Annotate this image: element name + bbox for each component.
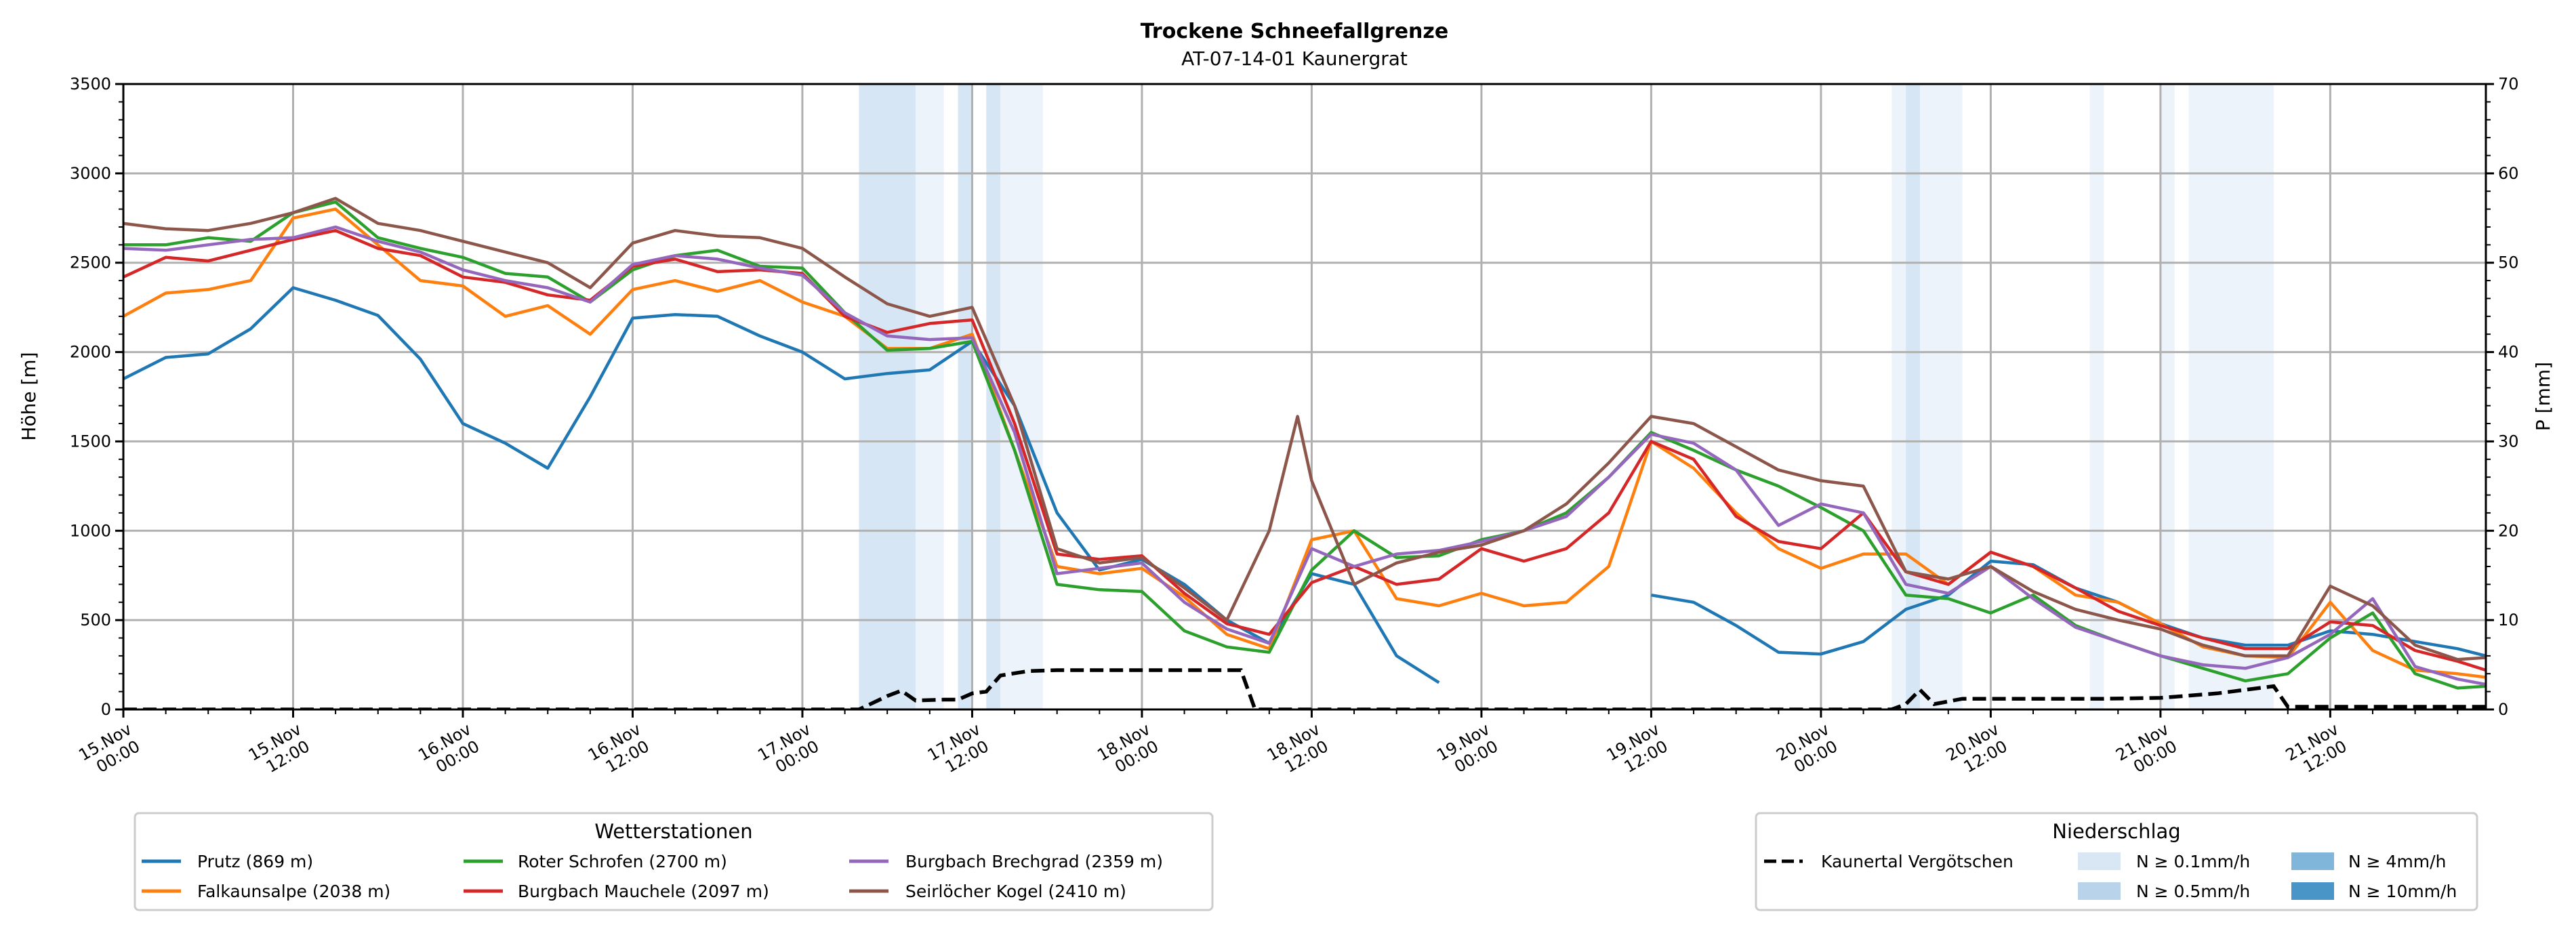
y-tick-label: 3500 bbox=[70, 75, 111, 94]
y2-tick-label: 0 bbox=[2498, 700, 2508, 719]
legend-label-1: Falkaunsalpe (2038 m) bbox=[197, 882, 390, 901]
precip-band bbox=[2160, 84, 2175, 709]
y-tick-label: 2500 bbox=[70, 253, 111, 272]
legend-precip-line-label: Kaunertal Vergötschen bbox=[1821, 852, 2013, 871]
chart-subtitle: AT-07-14-01 Kaunergrat bbox=[1181, 47, 1408, 70]
precip-band bbox=[2089, 84, 2104, 709]
y-tick-label: 0 bbox=[101, 700, 111, 719]
chart-title: Trockene Schneefallgrenze bbox=[1141, 20, 1448, 43]
legend-precip-label-1: N ≥ 0.5mm/h bbox=[2136, 882, 2250, 901]
series-line-5 bbox=[123, 197, 2486, 661]
legend-label-4: Burgbach Brechgrad (2359 m) bbox=[905, 852, 1163, 871]
legend-precip-swatch-2 bbox=[2291, 852, 2334, 870]
y2-tick-label: 20 bbox=[2498, 521, 2519, 540]
legend-precip-label-2: N ≥ 4mm/h bbox=[2348, 852, 2446, 871]
y2-tick-label: 30 bbox=[2498, 432, 2519, 451]
y2-tick-label: 10 bbox=[2498, 611, 2519, 629]
series-line-4 bbox=[123, 225, 2486, 686]
legend-label-3: Burgbach Mauchele (2097 m) bbox=[518, 882, 769, 901]
precip-line bbox=[123, 668, 2486, 709]
precip-band bbox=[958, 84, 973, 709]
legend-stations-box bbox=[134, 812, 1214, 911]
precip-band bbox=[1920, 84, 1963, 709]
precip-band bbox=[915, 84, 944, 709]
y2-tick-label: 50 bbox=[2498, 253, 2519, 272]
legend-stations-title: Wetterstationen bbox=[594, 820, 752, 843]
legend-precip: Niederschlag Kaunertal Vergötschen N ≥ 0… bbox=[1755, 812, 2478, 911]
y2-axis-label: P [mm] bbox=[2532, 362, 2554, 431]
plot-frame bbox=[122, 83, 2487, 711]
y-tick-label: 1500 bbox=[70, 432, 111, 451]
y-tick-label: 500 bbox=[80, 611, 111, 629]
y-tick-label: 3000 bbox=[70, 164, 111, 183]
y-axis-label: Höhe [m] bbox=[18, 352, 40, 440]
legend-precip-title: Niederschlag bbox=[2052, 820, 2180, 843]
y-tick-label: 2000 bbox=[70, 343, 111, 362]
legend-label-5: Seirlöcher Kogel (2410 m) bbox=[905, 882, 1126, 901]
legend-label-2: Roter Schrofen (2700 m) bbox=[518, 852, 727, 871]
legend-precip-swatch-1 bbox=[2078, 882, 2121, 900]
precip-band bbox=[1906, 84, 1921, 709]
y2-tick-label: 60 bbox=[2498, 164, 2519, 183]
legend-precip-swatch-3 bbox=[2291, 882, 2334, 900]
legend-precip-swatch-0 bbox=[2078, 852, 2121, 870]
series-line-3 bbox=[123, 228, 2486, 672]
y2-tick-label: 40 bbox=[2498, 343, 2519, 362]
y2-tick-label: 70 bbox=[2498, 75, 2519, 94]
series-lines bbox=[123, 197, 2486, 709]
precip-band bbox=[1000, 84, 1043, 709]
legend-precip-label-3: N ≥ 10mm/h bbox=[2348, 882, 2457, 901]
series-line-1 bbox=[123, 207, 2486, 679]
legend-label-0: Prutz (869 m) bbox=[197, 852, 313, 871]
precip-band bbox=[859, 84, 916, 709]
legend-stations: Wetterstationen Prutz (869 m) Falkaunsalp… bbox=[134, 812, 1214, 911]
legend-precip-label-0: N ≥ 0.1mm/h bbox=[2136, 852, 2250, 871]
precip-band bbox=[2188, 84, 2274, 709]
y-tick-label: 1000 bbox=[70, 521, 111, 540]
